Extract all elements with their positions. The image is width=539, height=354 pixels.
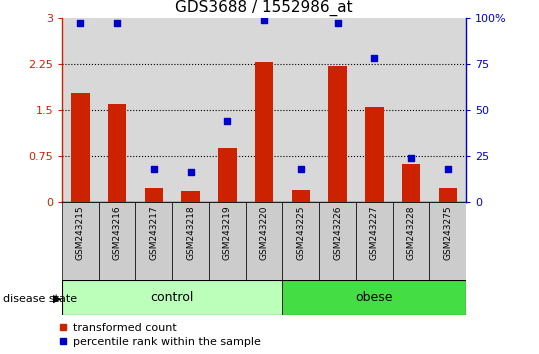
Bar: [255, 62, 273, 202]
Bar: [439, 188, 457, 202]
Text: obese: obese: [356, 291, 393, 304]
Point: [370, 55, 379, 61]
Point: [333, 21, 342, 26]
Text: GSM243215: GSM243215: [76, 206, 85, 260]
Point: [76, 21, 85, 26]
Legend: transformed count, percentile rank within the sample: transformed count, percentile rank withi…: [57, 321, 264, 349]
Text: ▶: ▶: [53, 294, 61, 304]
Bar: [402, 164, 420, 202]
Text: GSM243218: GSM243218: [186, 206, 195, 260]
Bar: [99, 202, 135, 280]
Text: disease state: disease state: [3, 294, 77, 304]
Bar: [393, 202, 430, 280]
Text: GSM243219: GSM243219: [223, 206, 232, 260]
Bar: [282, 280, 466, 315]
Bar: [356, 202, 393, 280]
Bar: [319, 202, 356, 280]
Bar: [182, 191, 200, 202]
Bar: [246, 202, 282, 280]
Point: [223, 118, 232, 124]
Text: GSM243227: GSM243227: [370, 206, 379, 260]
Text: control: control: [150, 291, 194, 304]
Title: GDS3688 / 1552986_at: GDS3688 / 1552986_at: [175, 0, 353, 16]
Text: GSM243228: GSM243228: [406, 206, 416, 260]
Point: [149, 166, 158, 171]
Bar: [282, 202, 319, 280]
Text: GSM243275: GSM243275: [444, 206, 452, 260]
Bar: [292, 189, 310, 202]
Point: [444, 166, 452, 171]
Point: [186, 170, 195, 175]
Bar: [108, 104, 126, 202]
Point: [113, 21, 121, 26]
Text: GSM243226: GSM243226: [333, 206, 342, 260]
Text: GSM243217: GSM243217: [149, 206, 158, 260]
Text: GSM243216: GSM243216: [113, 206, 122, 260]
Bar: [430, 202, 466, 280]
Bar: [218, 148, 237, 202]
Text: GSM243225: GSM243225: [296, 206, 306, 260]
Point: [407, 155, 416, 160]
Bar: [62, 202, 99, 280]
Bar: [328, 65, 347, 202]
Text: GSM243220: GSM243220: [260, 206, 268, 260]
Bar: [71, 92, 89, 202]
Bar: [62, 280, 282, 315]
Point: [260, 17, 268, 22]
Bar: [135, 202, 172, 280]
Bar: [365, 107, 384, 202]
Bar: [209, 202, 246, 280]
Bar: [144, 188, 163, 202]
Bar: [172, 202, 209, 280]
Point: [296, 166, 305, 171]
